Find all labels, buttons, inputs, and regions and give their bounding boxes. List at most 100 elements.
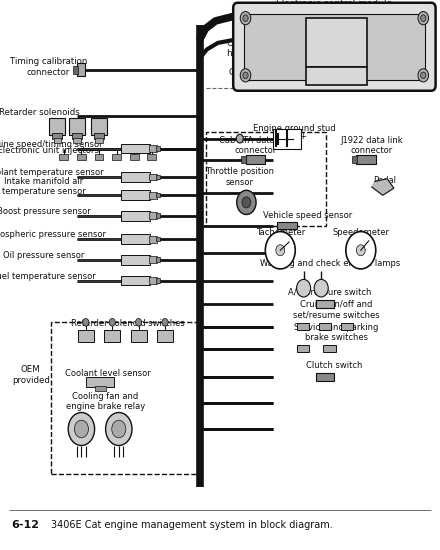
Circle shape (83, 318, 89, 326)
Text: OEM harness: OEM harness (229, 68, 288, 76)
Bar (121, 211, 150, 221)
Circle shape (74, 420, 88, 438)
Bar (95, 138, 103, 143)
Text: J2: J2 (330, 36, 344, 49)
Text: Coolant temperature sensor: Coolant temperature sensor (0, 168, 103, 177)
Circle shape (418, 69, 429, 82)
Bar (78, 330, 94, 342)
Bar (319, 323, 331, 330)
Bar (121, 190, 150, 200)
Bar (316, 373, 334, 381)
Bar (156, 257, 160, 262)
Circle shape (418, 12, 429, 25)
Bar (130, 154, 139, 160)
Bar (149, 212, 157, 219)
Bar (95, 154, 103, 160)
Bar (149, 236, 157, 243)
Bar (156, 193, 160, 197)
Bar (73, 138, 81, 143)
Text: Timing calibration
connector: Timing calibration connector (10, 57, 87, 77)
Circle shape (297, 279, 311, 297)
Circle shape (112, 420, 126, 438)
Bar (72, 133, 82, 139)
Text: Oil pressure sensor: Oil pressure sensor (4, 251, 84, 260)
Text: J1922 data link
connector: J1922 data link connector (341, 136, 403, 156)
Text: Vehicle speed sensor: Vehicle speed sensor (264, 211, 352, 220)
Bar (77, 63, 85, 76)
Bar (206, 132, 326, 226)
Text: 6-12: 6-12 (11, 520, 39, 530)
Bar (149, 192, 157, 199)
Bar (316, 300, 334, 308)
Text: A/C pressure switch: A/C pressure switch (288, 288, 372, 297)
Bar (149, 145, 157, 152)
Circle shape (237, 190, 256, 214)
Bar (147, 154, 156, 160)
Text: Pedal: Pedal (374, 176, 396, 185)
Bar (306, 18, 367, 67)
Bar (104, 330, 120, 342)
Text: Retarder solenoid switches: Retarder solenoid switches (71, 319, 184, 328)
Bar (121, 276, 150, 285)
FancyBboxPatch shape (233, 3, 436, 91)
Text: OEM
provided: OEM provided (12, 365, 50, 385)
Text: Boost pressure sensor: Boost pressure sensor (0, 207, 91, 216)
Bar (156, 213, 160, 218)
Circle shape (242, 197, 251, 208)
Bar (277, 222, 297, 229)
Text: Service and parking
brake switches: Service and parking brake switches (294, 323, 379, 343)
Bar (121, 255, 150, 265)
Circle shape (314, 279, 328, 297)
Text: Speedometer: Speedometer (332, 228, 389, 236)
Text: Retarder solenoids: Retarder solenoids (0, 108, 80, 117)
Bar (51, 322, 200, 474)
Bar (131, 330, 147, 342)
Bar (156, 278, 160, 283)
Text: Warning and check engine lamps: Warning and check engine lamps (260, 260, 400, 268)
Bar (121, 234, 150, 244)
Bar (121, 172, 150, 182)
Bar (86, 377, 114, 387)
Text: Engine speed/timing sensor: Engine speed/timing sensor (0, 140, 103, 148)
Circle shape (276, 245, 285, 256)
Text: Tachometer: Tachometer (256, 228, 305, 236)
Bar (157, 330, 173, 342)
Text: Electronic control module: Electronic control module (276, 0, 392, 8)
Text: Fuel temperature sensor: Fuel temperature sensor (0, 272, 96, 280)
Bar (156, 175, 160, 179)
Text: Cooling fan and
engine brake relay: Cooling fan and engine brake relay (66, 392, 145, 411)
Bar (59, 154, 68, 160)
Text: Cab ATA data link
connector: Cab ATA data link connector (219, 136, 292, 156)
Text: 3406E Cat engine management system in block diagram.: 3406E Cat engine management system in bl… (51, 520, 332, 530)
Bar (73, 66, 78, 74)
Bar (69, 118, 85, 135)
Circle shape (109, 318, 115, 326)
Text: Caterpillar
harness: Caterpillar harness (227, 39, 274, 58)
Circle shape (240, 69, 251, 82)
Text: J1: J1 (330, 70, 344, 82)
Bar (149, 256, 157, 263)
Bar (54, 138, 61, 143)
Circle shape (236, 134, 243, 143)
Circle shape (346, 232, 376, 269)
Bar (94, 133, 104, 139)
Text: Intake manifold air
temperature sensor: Intake manifold air temperature sensor (2, 177, 86, 196)
Bar (95, 386, 106, 391)
Text: Throttle position
sensor: Throttle position sensor (205, 167, 274, 187)
Text: +: + (299, 133, 306, 141)
Bar (49, 118, 65, 135)
Text: 6 Electronic unit injectors: 6 Electronic unit injectors (0, 146, 99, 155)
Circle shape (136, 318, 142, 326)
Bar (241, 156, 246, 163)
Bar (356, 155, 376, 164)
Bar (297, 345, 309, 352)
Bar (323, 345, 336, 352)
Text: Clutch switch: Clutch switch (306, 361, 363, 370)
Bar (52, 133, 62, 139)
Bar (156, 237, 160, 241)
Bar (91, 118, 107, 135)
Bar (121, 144, 150, 153)
Circle shape (243, 72, 248, 79)
Circle shape (265, 232, 295, 269)
Bar (156, 146, 160, 151)
